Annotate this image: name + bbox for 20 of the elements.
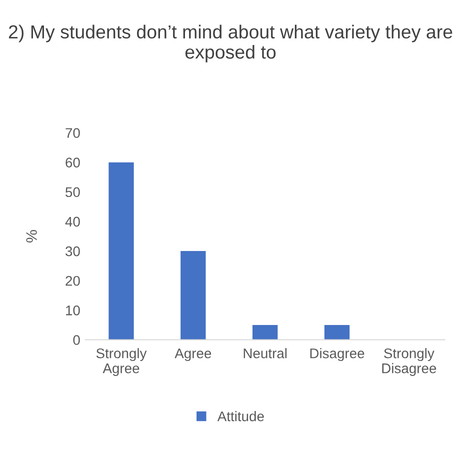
y-axis-title: %	[26, 230, 37, 242]
y-tick-label: 20	[66, 276, 80, 286]
y-tick-label: 70	[66, 128, 80, 138]
legend-label: Attitude	[217, 411, 264, 422]
x-tick-label: Agree	[174, 348, 212, 362]
x-tick-label: Strongly Agree	[96, 348, 147, 376]
x-tick-label: Disagree	[310, 348, 364, 362]
x-tick-label: Neutral	[244, 348, 287, 358]
y-tick-label: 50	[66, 187, 80, 198]
y-tick-label: 30	[66, 246, 80, 256]
bar	[324, 324, 350, 340]
y-tick-label: 10	[66, 306, 80, 316]
y-tick-label: 40	[65, 216, 80, 227]
bar	[108, 162, 134, 340]
chart-title: 2) My students don’t mind about what variety they are exposed to	[8, 24, 452, 62]
bar	[252, 324, 278, 340]
x-tick-label: Strongly Disagree	[382, 348, 436, 376]
y-tick-label: 0	[73, 335, 80, 345]
bar	[180, 251, 206, 340]
y-tick-label: 60	[66, 158, 80, 168]
